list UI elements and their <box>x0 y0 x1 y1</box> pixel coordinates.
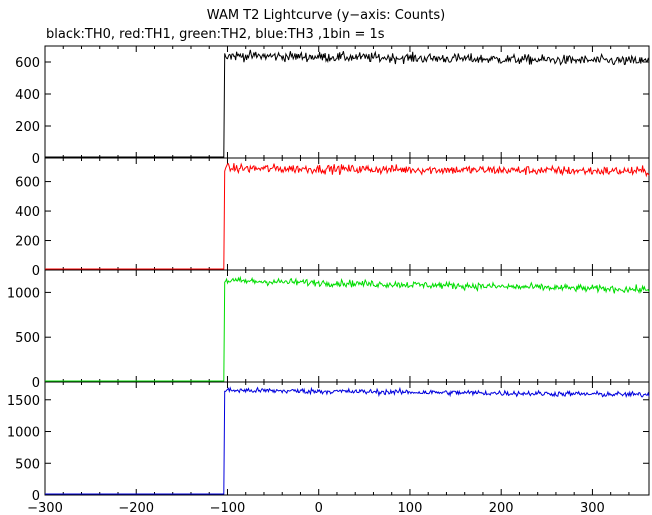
y-tick-label: 0 <box>32 489 40 504</box>
y-tick-label: 600 <box>15 176 40 191</box>
y-tick-label: 0 <box>32 264 40 279</box>
y-tick-label: 500 <box>15 331 40 346</box>
x-tick-label: 0 <box>315 501 323 515</box>
x-tick-label: 100 <box>398 501 423 515</box>
y-tick-label: 500 <box>15 457 40 472</box>
y-tick-label: 400 <box>15 88 40 103</box>
panel-frame-th1 <box>44 157 650 271</box>
x-tick-label: 200 <box>489 501 514 515</box>
series-line-th0 <box>45 49 650 158</box>
y-tick-label: 1500 <box>7 394 40 409</box>
chart-subtitle: black:TH0, red:TH1, green:TH2, blue:TH3 … <box>46 27 385 42</box>
chart-title: WAM T2 Lightcurve (y−axis: Counts) <box>206 8 446 23</box>
x-tick-label: −200 <box>118 501 154 515</box>
y-tick-label: 200 <box>15 235 40 250</box>
y-tick-label: 600 <box>15 56 40 71</box>
x-tick-label: −300 <box>27 501 63 515</box>
series-line-th1 <box>45 162 650 270</box>
y-tick-label: 200 <box>15 120 40 135</box>
panel-frame-th3 <box>44 381 650 496</box>
x-tick-label: −100 <box>210 501 246 515</box>
y-tick-label: 0 <box>32 376 40 391</box>
panel-frame-th2 <box>44 269 650 383</box>
y-tick-label: 1000 <box>7 426 40 441</box>
series-line-th2 <box>45 275 650 382</box>
series-line-th3 <box>45 386 650 495</box>
y-tick-label: 400 <box>15 205 40 220</box>
panel-frame-th0 <box>44 45 650 159</box>
y-tick-label: 0 <box>32 152 40 167</box>
y-tick-label: 1000 <box>7 286 40 301</box>
x-tick-label: 300 <box>580 501 605 515</box>
